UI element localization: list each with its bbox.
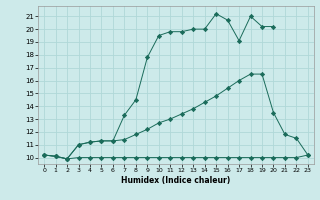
X-axis label: Humidex (Indice chaleur): Humidex (Indice chaleur) [121,176,231,185]
